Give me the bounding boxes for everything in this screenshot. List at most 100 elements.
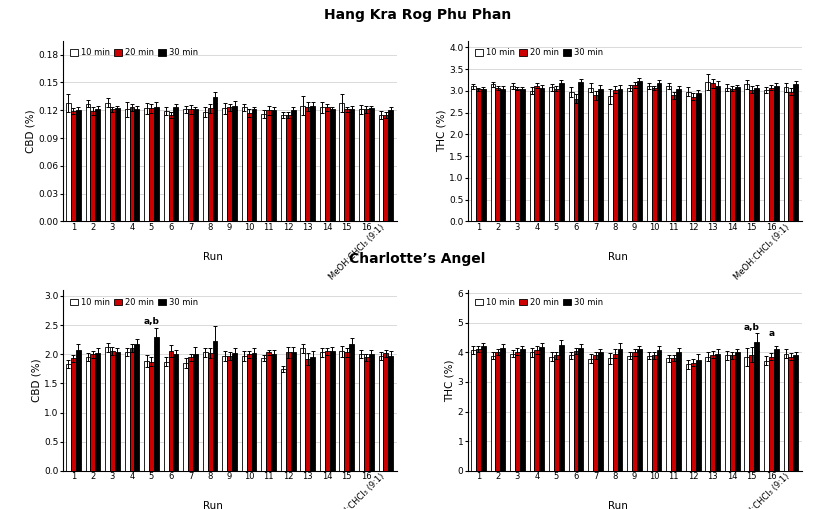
Text: a: a xyxy=(768,328,774,337)
Bar xyxy=(174,354,179,471)
Bar xyxy=(266,353,271,471)
Bar xyxy=(349,344,354,471)
Bar xyxy=(666,358,671,471)
Bar xyxy=(383,353,388,471)
Bar xyxy=(520,349,524,471)
Bar xyxy=(774,86,779,221)
Bar xyxy=(129,349,134,471)
Bar xyxy=(134,109,139,221)
Bar xyxy=(193,109,198,221)
Text: Run: Run xyxy=(203,501,223,509)
Bar xyxy=(706,357,711,471)
Legend: 10 min, 20 min, 30 min: 10 min, 20 min, 30 min xyxy=(472,294,606,310)
Bar xyxy=(306,106,310,221)
Bar xyxy=(76,110,81,221)
Bar xyxy=(369,108,374,221)
Bar xyxy=(149,362,154,471)
Bar xyxy=(574,351,579,471)
Bar xyxy=(183,109,188,221)
Bar xyxy=(696,93,701,221)
Legend: 10 min, 20 min, 30 min: 10 min, 20 min, 30 min xyxy=(67,294,201,310)
Bar xyxy=(711,355,715,471)
Bar xyxy=(749,90,754,221)
Bar xyxy=(559,345,564,471)
Text: a,b: a,b xyxy=(144,317,159,326)
Bar xyxy=(706,82,711,221)
Bar xyxy=(730,355,735,471)
Bar xyxy=(66,103,71,221)
Bar xyxy=(656,350,661,471)
Bar xyxy=(647,356,651,471)
Bar xyxy=(330,351,335,471)
Bar xyxy=(764,361,769,471)
Bar xyxy=(208,353,213,471)
Text: Hang Kra Rog Phu Phan: Hang Kra Rog Phu Phan xyxy=(324,8,511,22)
Bar xyxy=(105,347,110,471)
Bar xyxy=(320,353,325,471)
Bar xyxy=(364,109,369,221)
Bar xyxy=(213,341,217,471)
Y-axis label: THC (%): THC (%) xyxy=(436,110,446,152)
Bar xyxy=(129,107,134,221)
Legend: 10 min, 20 min, 30 min: 10 min, 20 min, 30 min xyxy=(67,45,201,61)
Bar xyxy=(291,353,296,471)
Bar xyxy=(169,351,174,471)
Bar xyxy=(164,362,169,471)
Bar xyxy=(105,103,110,221)
Bar xyxy=(476,349,481,471)
Bar xyxy=(579,348,584,471)
Bar xyxy=(725,88,730,221)
Bar xyxy=(627,356,632,471)
Bar xyxy=(613,90,618,221)
Bar xyxy=(344,353,349,471)
Bar xyxy=(242,356,246,471)
Bar xyxy=(793,355,798,471)
Bar xyxy=(340,351,344,471)
Bar xyxy=(725,355,730,471)
Bar xyxy=(539,347,544,471)
Bar xyxy=(783,354,788,471)
Bar xyxy=(559,83,564,221)
Bar xyxy=(188,109,193,221)
Bar xyxy=(788,92,793,221)
Bar xyxy=(115,108,119,221)
Bar xyxy=(325,351,330,471)
Bar xyxy=(124,352,129,471)
Bar xyxy=(579,82,584,221)
Bar xyxy=(213,97,217,221)
Bar xyxy=(593,95,598,221)
Bar xyxy=(359,354,364,471)
Bar xyxy=(227,107,232,221)
Bar xyxy=(510,87,515,221)
Bar xyxy=(227,356,232,471)
Bar xyxy=(95,109,100,221)
Bar xyxy=(490,356,495,471)
Bar xyxy=(301,105,306,221)
Bar xyxy=(301,349,306,471)
Text: Run: Run xyxy=(608,252,628,262)
Bar xyxy=(164,111,169,221)
Bar xyxy=(144,361,149,471)
Y-axis label: CBD (%): CBD (%) xyxy=(31,359,41,402)
Bar xyxy=(529,91,534,221)
Bar xyxy=(310,105,315,221)
Bar xyxy=(85,357,90,471)
Bar xyxy=(769,88,774,221)
Bar xyxy=(222,356,227,471)
Bar xyxy=(608,358,613,471)
Bar xyxy=(495,88,500,221)
Bar xyxy=(90,354,95,471)
Bar xyxy=(208,108,213,221)
Bar xyxy=(711,83,715,221)
Bar xyxy=(588,88,593,221)
Bar xyxy=(340,103,344,221)
Bar xyxy=(251,353,256,471)
Y-axis label: THC (%): THC (%) xyxy=(445,359,455,402)
Bar xyxy=(378,356,383,471)
Bar xyxy=(539,88,544,221)
Bar xyxy=(369,354,374,471)
Bar xyxy=(632,85,637,221)
Bar xyxy=(632,352,637,471)
Bar xyxy=(510,354,515,471)
Bar xyxy=(671,95,676,221)
